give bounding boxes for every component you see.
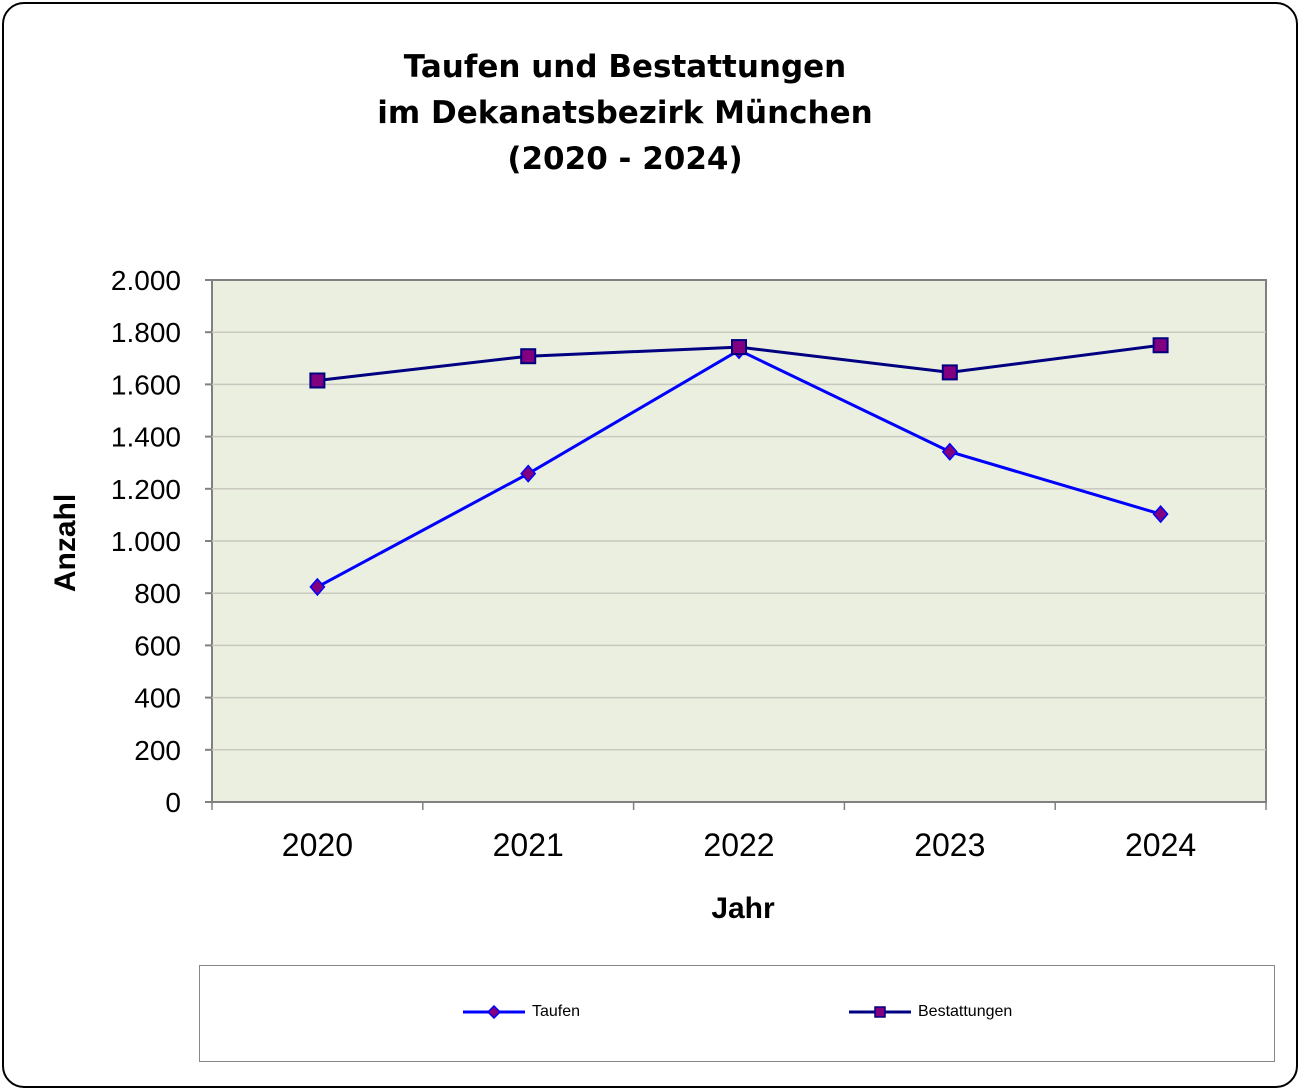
y-tick-label: 600 bbox=[134, 630, 181, 661]
data-point-bestattungen bbox=[1152, 337, 1169, 354]
y-tick-label: 1.000 bbox=[111, 526, 181, 557]
y-tick-label: 400 bbox=[134, 683, 181, 714]
data-point-taufen bbox=[941, 442, 958, 461]
legend-item-taufen: Taufen bbox=[462, 1003, 580, 1021]
legend: Taufen Bestattungen bbox=[199, 965, 1275, 1062]
line-chart: 0 200 400 600 800 1.000 1.200 1.400 1.600 1.800 2.… bbox=[49, 265, 1267, 925]
y-tick-label: 800 bbox=[134, 578, 181, 609]
legend-item-bestattungen: Bestattungen bbox=[848, 1003, 1012, 1021]
data-point-bestattungen bbox=[520, 348, 537, 365]
x-tick-label: 2020 bbox=[282, 827, 353, 863]
data-point-bestattungen bbox=[941, 364, 958, 381]
data-point-taufen bbox=[1152, 504, 1169, 524]
x-tick-label: 2022 bbox=[703, 827, 774, 863]
x-axis-label: Jahr bbox=[711, 892, 775, 925]
data-point-bestattungen bbox=[309, 372, 326, 389]
y-tick-label: 2.000 bbox=[111, 265, 181, 296]
x-tick-label: 2024 bbox=[1125, 827, 1196, 863]
legend-label-bestattungen: Bestattungen bbox=[918, 1003, 1013, 1020]
chart-title: Taufen und Bestattungen im Dekanatsbezir… bbox=[0, 44, 1250, 182]
y-tick-label: 200 bbox=[134, 735, 181, 766]
y-tick-label: 1.800 bbox=[111, 317, 181, 348]
y-tick-label: 1.400 bbox=[111, 422, 181, 453]
legend-label-taufen: Taufen bbox=[532, 1003, 581, 1020]
chart-title-line-2: im Dekanatsbezirk München bbox=[377, 95, 873, 131]
data-point-taufen bbox=[520, 464, 537, 483]
chart-title-line-1: Taufen und Bestattungen bbox=[403, 49, 847, 85]
x-tick-label: 2021 bbox=[493, 827, 564, 863]
y-axis-label: Anzahl bbox=[49, 494, 82, 592]
y-tick-label: 0 bbox=[165, 787, 181, 818]
data-point-taufen bbox=[309, 577, 326, 597]
x-tick-label: 2023 bbox=[914, 827, 985, 863]
y-tick-label: 1.200 bbox=[111, 474, 181, 505]
chart-title-line-3: (2020 - 2024) bbox=[507, 141, 743, 177]
data-point-bestattungen bbox=[731, 339, 747, 356]
diamond-marker-icon bbox=[463, 1005, 525, 1019]
y-tick-label: 1.600 bbox=[111, 369, 181, 400]
square-marker-icon bbox=[849, 1006, 911, 1018]
